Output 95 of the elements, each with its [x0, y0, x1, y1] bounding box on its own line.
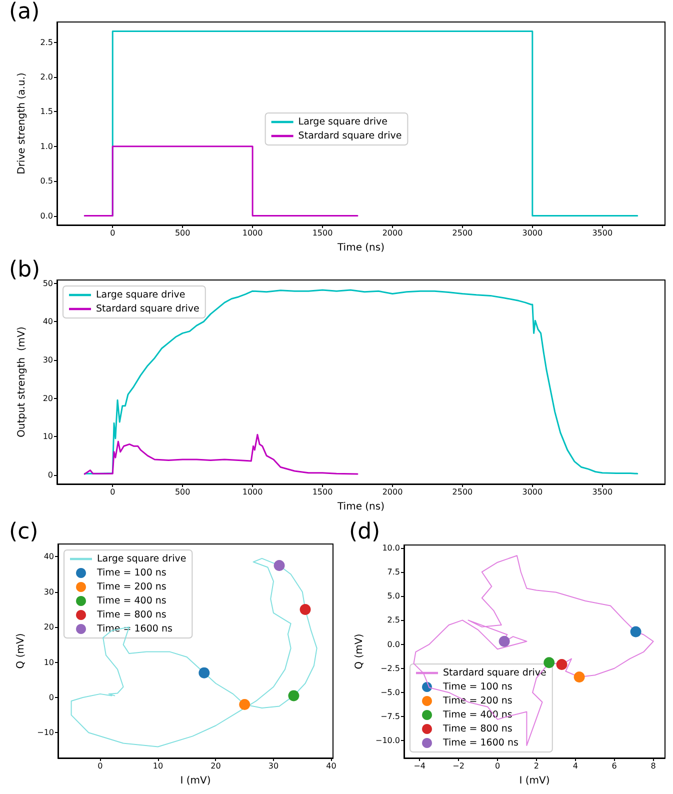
- legend-label: Time = 1600 ns: [442, 738, 518, 748]
- x-tick-label: 3500: [592, 228, 613, 238]
- line-series: [413, 555, 654, 746]
- y-tick-label: 0: [48, 470, 53, 480]
- x-tick-label: 20: [210, 762, 221, 770]
- y-tick-label: 1.0: [40, 142, 53, 151]
- x-tick-label: 500: [174, 488, 190, 496]
- y-axis-title: Q (mV): [16, 633, 27, 669]
- legend-label: Stardard square drive: [443, 668, 547, 678]
- x-tick-label: 1500: [312, 228, 333, 238]
- legend-label: Time = 400 ns: [96, 596, 166, 606]
- point: [274, 560, 285, 571]
- point: [198, 667, 210, 678]
- point: [574, 672, 585, 683]
- x-tick-label: 1000: [242, 488, 263, 496]
- y-axis-title: Q (mV): [354, 634, 366, 670]
- x-tick-label: 4: [572, 762, 578, 770]
- x-tick-label: 40: [326, 762, 336, 770]
- line-series: [84, 434, 358, 475]
- y-tick-label: −2.5: [380, 664, 400, 673]
- y-tick-label: 10.0: [382, 543, 400, 552]
- y-tick-label: 0.0: [40, 211, 53, 220]
- y-tick-label: −10.0: [375, 736, 400, 746]
- chart-title: (d): [349, 520, 380, 544]
- x-tick-label: 1500: [312, 488, 333, 496]
- legend-label: Time = 200 ns: [96, 582, 166, 592]
- y-tick-label: 2.5: [387, 616, 400, 625]
- x-axis-title: I (mV): [519, 776, 550, 786]
- chart-title: (b): [9, 258, 40, 282]
- y-tick-label: 20: [42, 394, 53, 403]
- point: [300, 604, 311, 615]
- x-tick-label: 2000: [382, 228, 403, 238]
- x-tick-label: 3500: [592, 488, 613, 496]
- y-tick-label: 0: [48, 692, 54, 702]
- y-tick-label: 40: [42, 317, 53, 326]
- y-tick-label: 7.5: [387, 567, 400, 576]
- y-tick-label: 10: [42, 432, 53, 442]
- x-tick-label: −4: [414, 762, 426, 770]
- x-tick-label: 2: [534, 762, 539, 770]
- point: [288, 690, 300, 702]
- y-tick-label: 30: [42, 355, 53, 364]
- legend-label: Large square drive: [96, 290, 186, 300]
- x-tick-label: 3000: [522, 228, 543, 238]
- x-tick-label: 0: [110, 228, 116, 238]
- y-tick-label: −5.0: [380, 688, 400, 697]
- point: [498, 636, 510, 647]
- legend-label: Time = 800 ns: [96, 610, 166, 620]
- legend-label: Large square drive: [97, 554, 186, 564]
- y-tick-label: 0.0: [387, 640, 400, 649]
- y-tick-label: −10: [37, 728, 54, 738]
- point: [556, 659, 568, 670]
- x-tick-label: 0: [98, 762, 103, 770]
- legend-label: Stardard square drive: [96, 304, 200, 314]
- x-tick-label: 6: [612, 762, 617, 770]
- x-axis-title: I (mV): [180, 776, 211, 786]
- x-tick-label: 2500: [452, 228, 473, 238]
- x-tick-label: 500: [174, 228, 190, 238]
- x-tick-label: −2: [452, 762, 464, 770]
- chart-title: (c): [9, 520, 38, 544]
- legend-label: Time = 100 ns: [442, 682, 512, 692]
- chart-title: (a): [9, 0, 40, 24]
- y-axis-title: Output strength (mV): [16, 326, 28, 438]
- x-tick-label: 2000: [382, 488, 403, 496]
- x-tick-label: 0: [494, 762, 500, 770]
- y-tick-label: 10: [44, 658, 54, 667]
- point: [239, 699, 250, 710]
- x-tick-label: 1000: [242, 228, 263, 238]
- point: [544, 657, 555, 668]
- y-axis-title: Drive strength (a.u.): [16, 72, 28, 174]
- x-tick-label: 3000: [522, 488, 543, 496]
- legend-label: Time = 100 ns: [96, 568, 166, 578]
- y-tick-label: 0.5: [40, 176, 53, 186]
- y-tick-label: 5.0: [387, 592, 400, 601]
- legend-label: Stardard square drive: [298, 130, 402, 142]
- y-tick-label: −7.5: [380, 712, 400, 722]
- y-tick-label: 20: [44, 622, 54, 632]
- legend-label: Large square drive: [298, 116, 388, 128]
- x-axis-title: Time (ns): [336, 242, 385, 254]
- x-axis-title: Time (ns): [336, 502, 385, 512]
- y-tick-label: 1.5: [40, 107, 53, 116]
- y-tick-label: 30: [44, 587, 54, 596]
- legend-label: Time = 800 ns: [442, 724, 512, 734]
- y-tick-label: 50: [42, 278, 53, 288]
- x-tick-label: 8: [650, 762, 656, 770]
- legend-label: Time = 200 ns: [442, 696, 512, 706]
- line-series: [84, 289, 638, 474]
- x-tick-label: 0: [110, 488, 116, 496]
- y-tick-label: 2.0: [40, 72, 53, 82]
- legend-label: Time = 400 ns: [442, 710, 512, 720]
- x-tick-label: 10: [152, 762, 164, 770]
- x-tick-label: 30: [268, 762, 279, 770]
- y-tick-label: 2.5: [40, 38, 53, 47]
- x-tick-label: 2500: [452, 488, 473, 496]
- point: [630, 626, 642, 638]
- y-tick-label: 40: [44, 552, 54, 562]
